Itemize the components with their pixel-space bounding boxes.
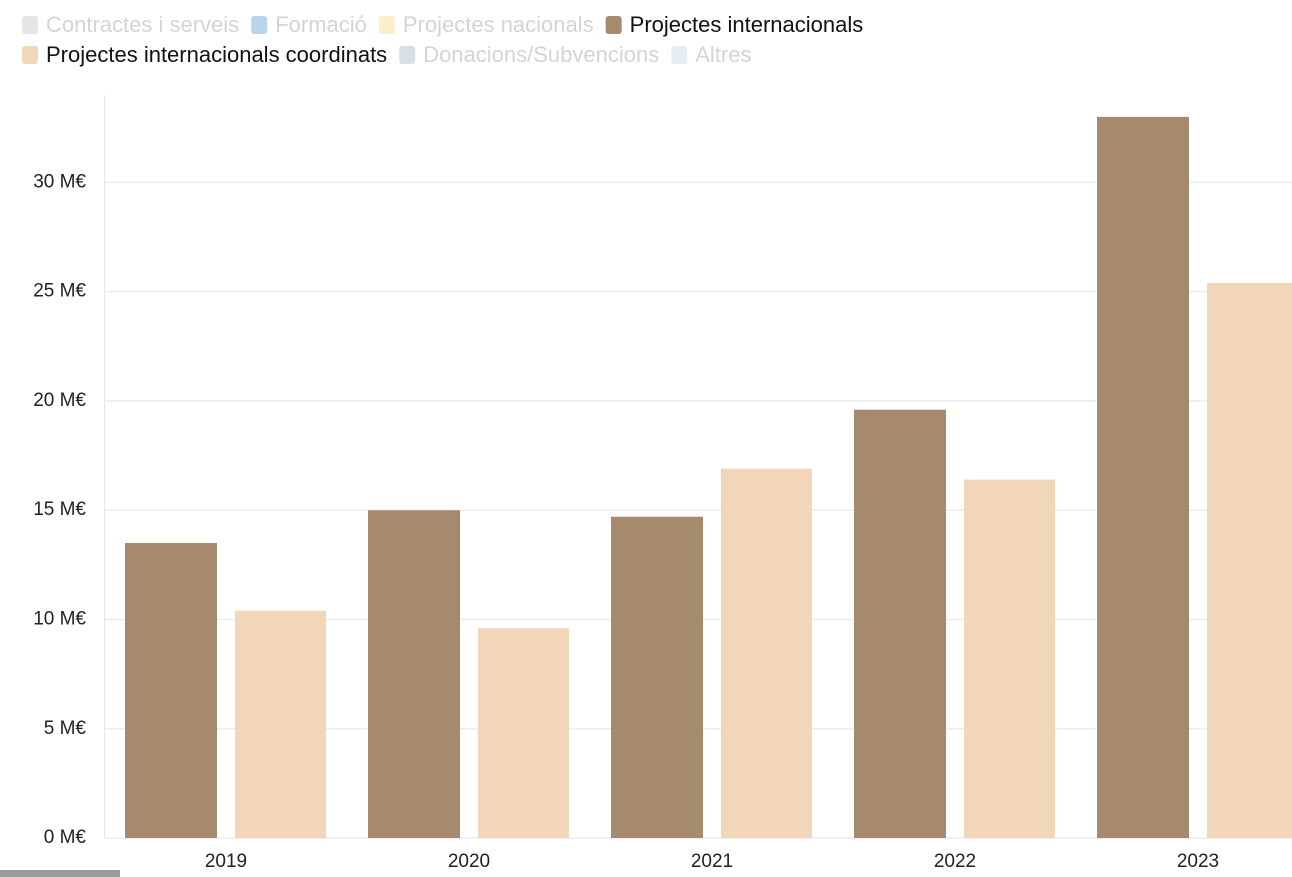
legend-swatch [671, 46, 688, 64]
legend-label: Contractes i serveis [46, 12, 239, 37]
bar [721, 468, 812, 838]
bar [235, 610, 326, 838]
y-tick-label: 30 M€ [33, 171, 86, 192]
legend-swatch [399, 46, 416, 64]
x-tick-label: 2020 [448, 851, 490, 872]
legend-swatch [605, 16, 622, 34]
bar [854, 409, 946, 838]
legend-item: Projectes internacionals [605, 12, 864, 37]
legend-label: Altres [695, 42, 751, 67]
legend-item: Contractes i serveis [22, 12, 239, 37]
legend-item: Projectes nacionals [378, 12, 594, 37]
bar [125, 542, 217, 838]
y-tick-label: 0 M€ [44, 827, 87, 848]
legend-item: Donacions/Subvencions [399, 42, 659, 67]
legend-label: Projectes nacionals [403, 12, 594, 37]
legend-swatch [22, 16, 38, 34]
scrollbar [0, 870, 120, 877]
y-tick-label: 15 M€ [33, 499, 86, 520]
bar [368, 510, 460, 838]
legend-label: Donacions/Subvencions [423, 42, 659, 67]
y-tick-label: 20 M€ [33, 390, 86, 411]
y-tick-label: 10 M€ [33, 608, 86, 629]
x-tick-label: 2022 [934, 851, 976, 872]
bar [964, 479, 1055, 838]
legend-item: Formació [251, 12, 367, 37]
bar [478, 628, 569, 838]
y-tick-label: 25 M€ [33, 281, 86, 302]
legend-swatch [378, 16, 395, 34]
bar [1097, 116, 1189, 838]
legend-item: Projectes internacionals coordinats [22, 42, 387, 67]
x-tick-label: 2023 [1177, 851, 1219, 872]
legend-swatch [22, 46, 38, 64]
legend-label: Projectes internacionals coordinats [46, 42, 387, 67]
legend-label: Projectes internacionals [630, 12, 864, 37]
bar [1207, 282, 1292, 838]
y-tick-label: 5 M€ [44, 718, 87, 739]
legend-label: Formació [275, 12, 367, 37]
legend-swatch [251, 16, 268, 34]
bar [611, 516, 703, 838]
x-tick-label: 2021 [691, 851, 733, 872]
legend-item: Altres [671, 42, 751, 67]
x-tick-label: 2019 [205, 851, 247, 872]
